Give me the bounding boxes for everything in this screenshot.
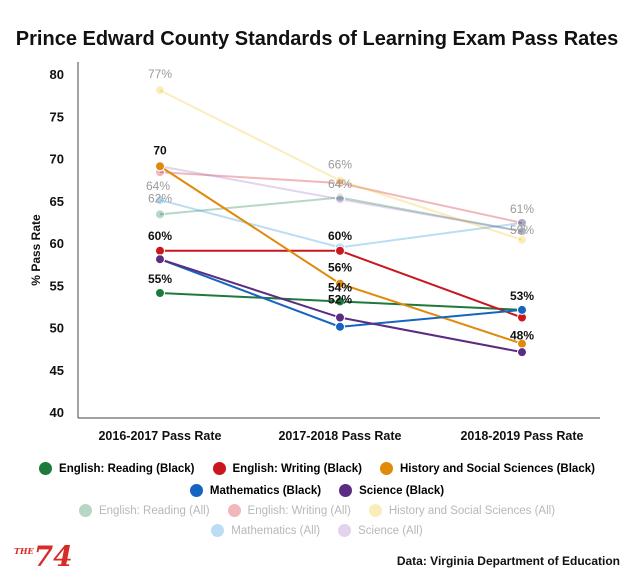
legend-label: Science (Black)	[359, 484, 445, 497]
data-point	[335, 178, 345, 189]
data-point	[517, 226, 527, 237]
logo-small-text: THE	[14, 546, 34, 556]
data-label: 53%	[510, 289, 534, 303]
data-label: 64%	[328, 177, 352, 191]
source-note: Data: Virginia Department of Education	[396, 554, 620, 568]
data-label: 48%	[510, 329, 534, 343]
series-points	[155, 85, 527, 358]
legend-label: English: Reading (All)	[98, 504, 210, 517]
data-point	[517, 304, 527, 315]
y-tick-label: 40	[50, 405, 64, 420]
legend-item: English: Reading (Black)	[39, 462, 195, 475]
data-label: 66%	[328, 158, 352, 172]
data-point	[517, 217, 527, 228]
y-tick-label: 80	[50, 67, 64, 82]
legend-swatch-icon	[211, 524, 225, 537]
data-point	[517, 347, 527, 358]
legend-item: Science (All)	[338, 524, 423, 537]
legend-label: Science (All)	[358, 524, 423, 537]
legend-label: Mathematics (Black)	[209, 484, 322, 497]
y-tick-label: 70	[50, 152, 64, 167]
legend-item: Mathematics (All)	[211, 524, 320, 537]
data-point	[335, 278, 345, 289]
legend-item: English: Writing (All)	[227, 504, 351, 517]
legend-item: Science (Black)	[339, 484, 444, 497]
data-point	[155, 209, 165, 220]
x-tick-label: 2017-2018 Pass Rate	[278, 429, 401, 443]
data-label: 60%	[328, 229, 352, 243]
the74-logo: THE74	[14, 540, 73, 573]
data-point	[155, 254, 165, 265]
y-tick-label: 65	[50, 194, 64, 209]
y-axis-label: % Pass Rate	[29, 214, 43, 286]
data-point	[517, 234, 527, 245]
data-point	[155, 288, 165, 299]
data-label: 64%	[146, 179, 170, 193]
logo-big-text: 74	[33, 540, 73, 573]
data-point	[155, 245, 165, 256]
axes: 40 45 50 55 60 65 70 75 80 % Pass Rate 2016-2017 P…	[29, 62, 600, 443]
data-point	[335, 312, 345, 323]
legend-label: History and Social Sciences (Black)	[400, 462, 595, 475]
data-point	[335, 175, 345, 186]
data-label: 55%	[148, 272, 172, 286]
data-point	[155, 195, 165, 206]
legend-swatch-icon	[338, 524, 352, 537]
legend-swatch-icon	[189, 484, 203, 497]
data-label: 62%	[148, 191, 172, 205]
series-line	[159, 89, 523, 241]
data-point	[335, 296, 345, 307]
legend-item: English: Writing (Black)	[212, 462, 363, 475]
data-point	[335, 321, 345, 332]
y-tick-label: 75	[50, 109, 64, 124]
x-tick-label: 2018-2019 Pass Rate	[460, 429, 583, 443]
data-point	[155, 161, 165, 172]
legend-item: Mathematics (Black)	[189, 484, 322, 497]
data-point	[335, 245, 345, 256]
legend-swatch-icon	[227, 504, 241, 517]
legend-item: English: Reading (All)	[78, 504, 210, 517]
legend-swatch-icon	[212, 462, 226, 475]
legend-row: English: Reading (Black) English: Writing…	[0, 462, 634, 475]
legend-swatch-icon	[339, 484, 353, 497]
data-label: 77%	[148, 67, 172, 81]
legend-row: English: Reading (All) English: Writing (…	[0, 504, 634, 517]
legend-label: Mathematics (All)	[231, 524, 321, 537]
legend-swatch-icon	[380, 462, 393, 475]
legend-swatch-icon	[39, 462, 53, 475]
legend-label: English: Writing (Black)	[232, 462, 363, 475]
series-line	[159, 196, 523, 233]
data-label: 54%	[328, 280, 352, 294]
series-line	[159, 171, 523, 224]
data-label: 59%	[510, 223, 534, 237]
y-tick-label: 60	[50, 236, 64, 251]
series-line	[159, 165, 523, 233]
legend-item: History and Social Sciences (Black)	[380, 462, 595, 475]
chart-title: Prince Edward County Standards of Learni…	[15, 28, 619, 50]
legend-row: Mathematics (Black) Science (Black)	[0, 484, 634, 497]
y-tick-label: 50	[50, 321, 64, 336]
data-point	[335, 194, 345, 205]
data-label: 61%	[510, 202, 534, 216]
data-labels: 62% 77% 66% 59% 64% 61% 64% 55% 54% 60% 60% 70 56% 48…	[146, 67, 534, 343]
legend-label: English: Reading (Black)	[59, 462, 195, 475]
y-tick-label: 45	[50, 363, 64, 378]
x-tick-label: 2016-2017 Pass Rate	[98, 429, 221, 443]
data-label: 60%	[148, 229, 172, 243]
data-point	[155, 85, 165, 96]
data-label: 56%	[328, 261, 352, 275]
legend-swatch-icon	[78, 504, 92, 517]
legend-label: English: Writing (All)	[247, 504, 351, 517]
legend-label: History and Social Sciences (All)	[388, 504, 556, 517]
legend-row: Mathematics (All) Science (All)	[0, 524, 634, 537]
y-tick-label: 55	[50, 278, 64, 293]
data-label: 70	[153, 143, 167, 157]
legend-swatch-icon	[368, 504, 382, 517]
data-label: 52%	[328, 293, 352, 307]
legend-item: History and Social Sciences (All)	[368, 504, 556, 517]
